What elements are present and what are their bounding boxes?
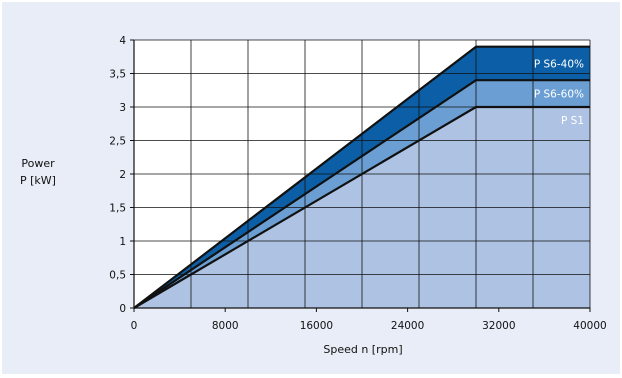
line-p-s6-60pct	[133, 79, 590, 309]
series-label-p-s6-60pct: P S6-60%	[534, 89, 584, 101]
x-tick-label: 16000	[300, 320, 333, 332]
x-tick-label: 0	[131, 320, 138, 332]
series-label-p-s6-40pct: P S6-40%	[534, 58, 584, 70]
chart-panel: 0 0,5 1 1,5 2 2,5 3 3,5 4 0 8000 16000 24000 32000 400…	[2, 2, 620, 374]
y-tick-label: 4	[119, 35, 126, 47]
y-tick-label: 2	[119, 169, 126, 181]
x-axis-title: Speed n [rpm]	[323, 343, 402, 356]
y-tick-label: 0,5	[109, 270, 126, 282]
series-label-p-s1: P S1	[561, 115, 584, 127]
y-tick-label: 1,5	[109, 203, 126, 215]
y-tick-label: 1	[119, 236, 126, 248]
y-tick-label: 3	[119, 102, 126, 114]
power-speed-chart: 0 0,5 1 1,5 2 2,5 3 3,5 4 0 8000 16000 24000 32000 400…	[20, 35, 607, 356]
x-tick-label: 8000	[212, 320, 239, 332]
line-p-s6-40pct	[133, 45, 590, 309]
y-axis-title-line1: Power	[21, 157, 55, 170]
y-tick-label: 3,5	[109, 69, 126, 81]
y-axis-title-line2: P [kW]	[20, 174, 56, 187]
y-tick-label: 2,5	[109, 136, 126, 148]
x-tick-label: 24000	[391, 320, 424, 332]
line-p-s1	[133, 105, 590, 309]
x-tick-label: 32000	[482, 320, 515, 332]
x-tick-label: 40000	[573, 320, 606, 332]
y-tick-label: 0	[119, 303, 126, 315]
